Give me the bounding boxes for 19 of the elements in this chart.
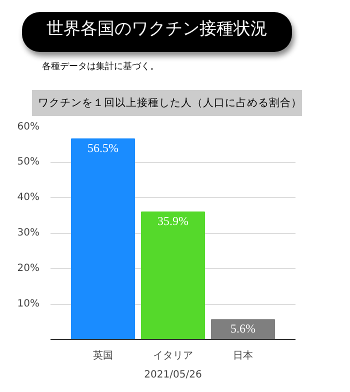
text: 各種データは集計に基づく。 <box>42 61 159 74</box>
x-tick-label: 日本 <box>233 350 253 362</box>
bar <box>71 138 135 340</box>
y-tick-label: 40% <box>17 192 40 203</box>
chart-title: 世界各国のワクチン接種状況 <box>46 18 268 41</box>
data-label: 35.9% <box>158 214 188 228</box>
bar <box>211 319 275 340</box>
y-tick-label: 10% <box>17 298 40 310</box>
data-label: 56.5% <box>88 140 118 155</box>
y-tick-label: 50% <box>17 156 40 168</box>
bar <box>141 212 205 340</box>
chart-subtitle: ワクチンを１回以上接種した人（人口に占める割合） <box>38 96 302 111</box>
y-tick-label: 30% <box>17 228 40 238</box>
y-tick-label: 60% <box>17 122 40 132</box>
x-tick-label: イタリア <box>153 350 193 362</box>
y-tick-label: 20% <box>17 263 40 274</box>
x-axis-title: 2021/05/26 <box>144 370 202 380</box>
data-label: 5.6% <box>230 322 256 336</box>
x-tick-label: 英国 <box>93 350 113 362</box>
